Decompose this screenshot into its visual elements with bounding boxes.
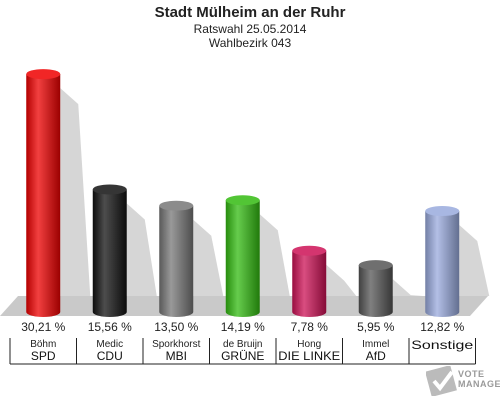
bar-shadow (126, 203, 157, 296)
candidate-label: Medic (96, 339, 123, 350)
party-label: DIE LINKE (278, 349, 340, 363)
party-label: AfD (366, 349, 386, 363)
value-label: 7,78 % (291, 320, 329, 334)
value-label: 5,95 % (357, 320, 395, 334)
bar-sonstige (425, 211, 460, 317)
bar-spd (26, 74, 61, 317)
bar-shadow (459, 225, 490, 296)
value-label: 12,82 % (420, 320, 464, 334)
party-label: GRÜNE (221, 349, 264, 363)
bar-cdu (92, 189, 127, 317)
bar-shadow (392, 279, 423, 296)
bar-top-cap (292, 245, 327, 256)
bar-shadow (193, 219, 224, 296)
bar-shadow (60, 88, 91, 296)
checkmark-icon (426, 366, 457, 396)
chart-subtitle: Ratswahl 25.05.2014 (193, 22, 307, 36)
candidate-label: Böhm (30, 339, 56, 350)
chart-subtitle-2: Wahlbezirk 043 (208, 36, 292, 50)
bar-shadows (60, 88, 490, 296)
value-label: 15,56 % (88, 320, 132, 334)
bar-top-cap (92, 184, 127, 195)
bar-top-cap (225, 195, 260, 206)
vote-manager-text: VOTE MANAGER (458, 369, 500, 389)
bars (26, 69, 460, 317)
bar-top-cap (425, 206, 460, 217)
value-label: 14,19 % (221, 320, 265, 334)
chart-title: Stadt Mülheim an der Ruhr (154, 4, 346, 21)
bar-shadow (326, 264, 357, 296)
watermark-line-2: MANAGER (458, 379, 500, 389)
bar-gr-ne (225, 200, 260, 317)
candidate-label: Immel (362, 339, 389, 350)
value-label: 30,21 % (21, 320, 65, 334)
party-label: Sonstige (411, 338, 473, 352)
value-label: 13,50 % (154, 320, 198, 334)
bar-top-cap (358, 260, 393, 271)
party-label: SPD (31, 349, 56, 363)
party-label: CDU (97, 349, 123, 363)
value-labels: 30,21 % 15,56 % 13,50 % 14,19 % 7,78 % 5,95 %… (21, 320, 464, 334)
party-label: MBI (166, 349, 187, 363)
candidate-label: Hong (297, 339, 321, 350)
candidate-label: Sporkhorst (152, 339, 201, 350)
bar-die-linke (292, 250, 327, 317)
bar-top-cap (26, 69, 61, 80)
vote-manager-logo (426, 366, 498, 396)
candidate-label: de Bruijn (223, 339, 262, 350)
bar-afd (358, 265, 393, 317)
bar-top-cap (159, 200, 194, 211)
watermark-line-1: VOTE (458, 369, 485, 379)
bar-mbi (159, 205, 194, 317)
bar-shadow (259, 214, 290, 296)
